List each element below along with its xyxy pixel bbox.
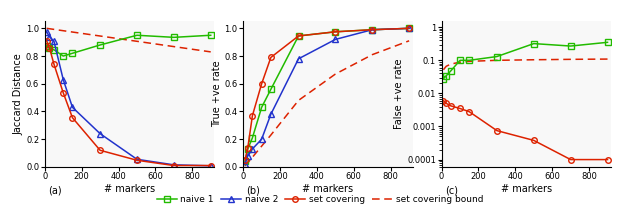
Y-axis label: False +ve rate: False +ve rate (394, 59, 404, 129)
X-axis label: # markers: # markers (104, 184, 155, 194)
Text: (c): (c) (445, 185, 458, 195)
Y-axis label: True +ve rate: True +ve rate (212, 61, 221, 128)
X-axis label: # markers: # markers (303, 184, 353, 194)
Legend: naive 1, naive 2, set covering, set covering bound: naive 1, naive 2, set covering, set cove… (154, 191, 486, 207)
X-axis label: # markers: # markers (501, 184, 552, 194)
Text: (a): (a) (48, 185, 62, 195)
Y-axis label: Jaccard Distance: Jaccard Distance (13, 53, 23, 135)
Text: (b): (b) (246, 185, 260, 195)
